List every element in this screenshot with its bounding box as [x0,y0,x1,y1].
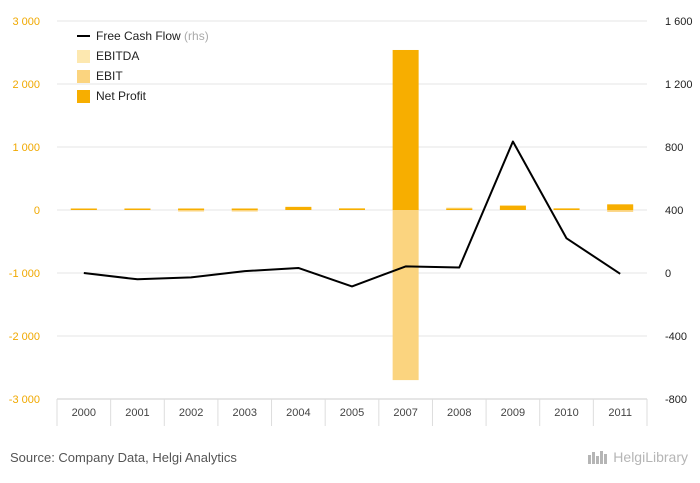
x-tick-label: 2001 [125,407,149,419]
legend-swatch-ebit [77,70,90,83]
line-free-cash-flow [83,140,621,288]
y-left-tick-label: 2 000 [12,79,40,91]
bar-net-profit [607,204,634,210]
legend-rhs-note: (rhs) [181,29,209,43]
x-tick-label: 2002 [179,407,203,419]
x-tick-label: 2003 [232,407,256,419]
bar-ebit [607,210,634,212]
bar-net-profit [499,205,526,210]
bars [70,49,634,381]
logo-text: HelgiLibrary [613,449,688,465]
bar-net-profit [553,208,580,210]
free-cash-flow-line [83,140,621,288]
bar-net-profit [285,206,312,210]
y-right-tick-label: -800 [665,394,687,406]
x-tick-label: 2005 [340,407,364,419]
helgi-library-logo: HelgiLibrary [587,449,688,465]
x-tick-label: 2004 [286,407,310,419]
y-left-tick-label: -2 000 [9,331,40,343]
y-right-tick-label: 400 [665,205,683,217]
legend-label-free-cash-flow: Free Cash Flow (rhs) [96,29,209,43]
chart: -3 000 -2 000 -1 000 0 1 000 2 000 3 000 -800 -4… [9,16,693,426]
bar-net-profit [70,208,97,210]
y-left-tick-label: 1 000 [12,142,40,154]
gridlines [57,20,647,400]
x-tick-label: 2000 [72,407,96,419]
y-right-tick-label: 0 [665,268,671,280]
y-left-tick-label: -3 000 [9,394,40,406]
library-logo-icon [588,451,608,464]
x-tick-label: 2010 [554,407,578,419]
legend-label-net-profit: Net Profit [96,89,147,103]
bar-net-profit [339,208,365,210]
bar-net-profit [446,208,473,210]
bar-net-profit [231,208,258,210]
bar-net-profit [124,208,151,210]
legend-swatch-ebitda [77,50,90,63]
y-right-tick-label: 1 600 [665,16,693,28]
y-left-tick-label: -1 000 [9,268,40,280]
bar-net-profit [392,49,419,211]
legend-swatch-net-profit [77,90,90,103]
y-left-tick-label: 0 [34,205,40,217]
y-left-tick-label: 3 000 [12,16,40,28]
y-right-tick-label: 800 [665,142,683,154]
legend: Free Cash Flow (rhs) EBITDA EBIT Net Profit [77,29,209,103]
x-tick-label: 2008 [447,407,471,419]
source-text: Source: Company Data, Helgi Analytics [10,450,237,465]
y-right-tick-label: 1 200 [665,79,693,91]
x-tick-label: 2009 [501,407,525,419]
y-right-tick-label: -400 [665,331,687,343]
bar-net-profit [178,208,205,210]
legend-label-ebitda: EBITDA [96,49,139,63]
bar-ebit [178,210,205,212]
bar-ebit [231,210,258,212]
x-tick-label: 2007 [393,407,417,419]
legend-label-ebit: EBIT [96,69,123,83]
x-tick-label: 2011 [608,407,632,419]
axes: -3 000 -2 000 -1 000 0 1 000 2 000 3 000 -800 -4… [9,16,693,426]
bar-ebit [392,210,419,381]
